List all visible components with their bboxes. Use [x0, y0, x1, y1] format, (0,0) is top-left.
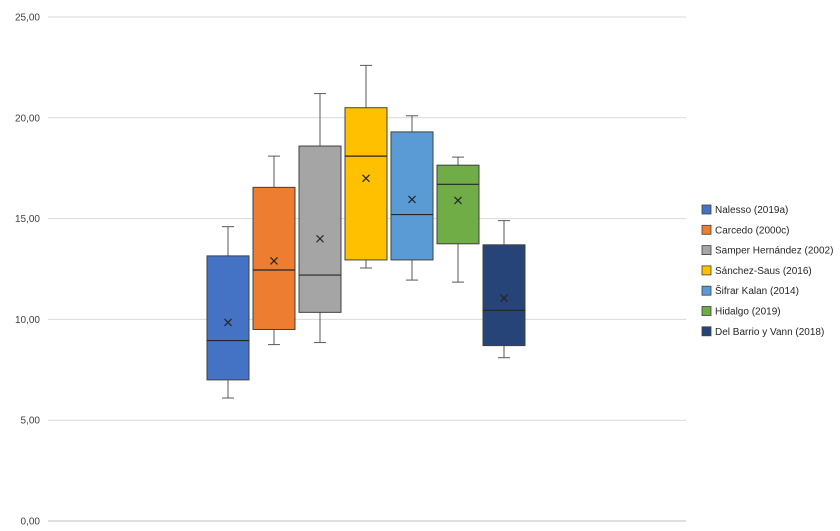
legend-item: Nalesso (2019a) [701, 204, 788, 216]
y-tick-label: 20,00 [15, 113, 40, 124]
legend-item: Samper Hernández (2002) [701, 245, 833, 257]
legend-swatch [701, 285, 712, 296]
box-body [390, 131, 434, 261]
legend-label: Sánchez-Saus (2016) [715, 266, 812, 277]
box-6 [436, 156, 480, 283]
legend-label: Samper Hernández (2002) [715, 246, 833, 257]
legend: Nalesso (2019a) Carcedo (2000c) Samper Her… [701, 204, 833, 338]
box-1 [206, 226, 250, 399]
legend-label: Hidalgo (2019) [715, 307, 781, 318]
box-body [436, 164, 480, 245]
box-4 [344, 64, 388, 269]
gridlines [48, 16, 686, 522]
box-2 [252, 155, 296, 346]
y-tick-label: 15,00 [15, 214, 40, 225]
y-tick-label: 10,00 [15, 315, 40, 326]
box-body [206, 255, 250, 381]
legend-label: Carcedo (2000c) [715, 225, 789, 236]
legend-label: Nalesso (2019a) [715, 205, 788, 216]
box-body [482, 244, 526, 347]
legend-item: Sánchez-Saus (2016) [701, 265, 812, 277]
legend-label: Šifrar Kalan (2014) [715, 284, 799, 297]
legend-swatch [701, 224, 712, 235]
box-body [344, 107, 388, 261]
legend-item: Carcedo (2000c) [701, 224, 789, 236]
mean-marker [454, 196, 462, 205]
box-5 [390, 115, 434, 281]
box-7 [482, 220, 526, 359]
box-3 [298, 93, 342, 344]
legend-swatch [701, 204, 712, 215]
mean-marker [500, 294, 508, 303]
mean-marker [270, 257, 278, 265]
y-tick-label: 25,00 [15, 13, 40, 24]
legend-item: Del Barrio y Vann (2018) [701, 326, 824, 338]
y-tick-label: 0,00 [21, 517, 41, 528]
mean-marker [316, 234, 324, 243]
legend-swatch [701, 265, 712, 276]
y-tick-label: 5,00 [21, 416, 41, 427]
box-body [298, 145, 342, 313]
box-body [252, 186, 296, 330]
legend-item: Šifrar Kalan (2014) [701, 284, 799, 297]
legend-item: Hidalgo (2019) [701, 306, 781, 318]
legend-swatch [701, 326, 712, 337]
mean-marker [408, 195, 416, 204]
legend-swatch [701, 245, 712, 256]
legend-label: Del Barrio y Vann (2018) [715, 327, 824, 338]
mean-marker [224, 318, 232, 327]
legend-swatch [701, 306, 712, 316]
y-axis: 0,00 5,00 10,00 15,00 20,00 25,00 [15, 13, 40, 528]
mean-marker [362, 174, 370, 183]
plot-area [206, 64, 526, 399]
